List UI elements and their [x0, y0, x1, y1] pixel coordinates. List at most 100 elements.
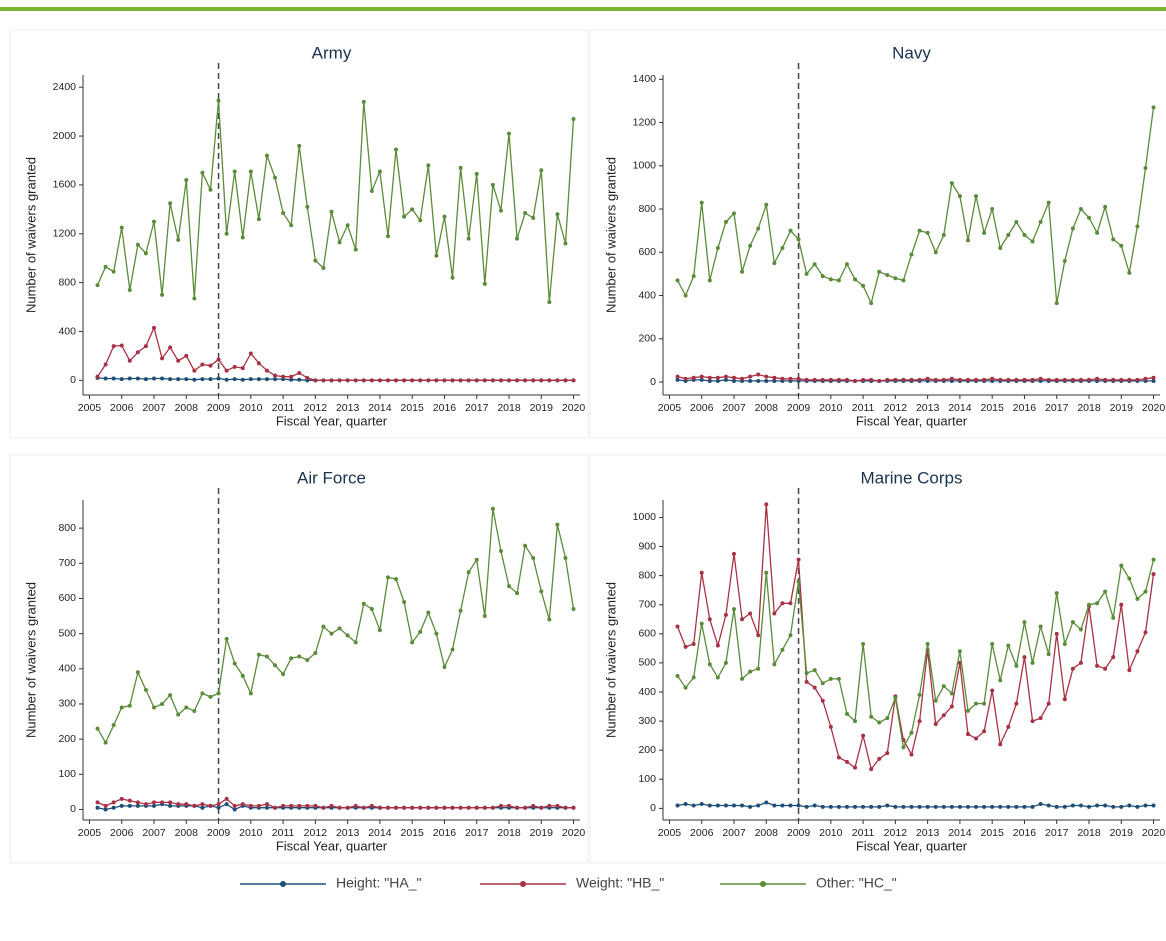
- data-point: [820, 274, 825, 279]
- data-point: [434, 378, 439, 383]
- data-point: [1119, 563, 1124, 568]
- data-point: [143, 687, 148, 692]
- data-point: [683, 376, 688, 381]
- data-point: [740, 376, 745, 381]
- data-point: [715, 378, 720, 383]
- data-point: [1022, 377, 1027, 382]
- data-point: [192, 377, 197, 382]
- data-point: [869, 767, 874, 772]
- data-point: [192, 296, 197, 301]
- data-point: [135, 376, 140, 381]
- data-point: [1135, 596, 1140, 601]
- data-point: [402, 805, 407, 810]
- data-point: [1103, 666, 1108, 671]
- x-tick-label: 2018: [497, 402, 521, 414]
- data-point: [982, 729, 987, 734]
- data-point: [925, 230, 930, 235]
- data-point: [289, 223, 294, 228]
- data-point: [1119, 243, 1124, 248]
- data-point: [804, 679, 809, 684]
- data-point: [901, 804, 906, 809]
- data-point: [764, 502, 769, 507]
- data-point: [297, 803, 302, 808]
- data-point: [909, 730, 914, 735]
- data-point: [208, 694, 213, 699]
- data-point: [95, 800, 100, 805]
- data-point: [119, 377, 124, 382]
- data-point: [523, 543, 528, 548]
- y-tick-label: 800: [638, 569, 656, 581]
- data-point: [442, 214, 447, 219]
- data-point: [176, 712, 181, 717]
- data-point: [450, 378, 455, 383]
- data-point: [385, 805, 390, 810]
- data-point: [941, 684, 946, 689]
- data-point: [1062, 377, 1067, 382]
- x-tick-label: 2018: [1077, 402, 1101, 414]
- data-point: [853, 804, 858, 809]
- data-point: [119, 796, 124, 801]
- y-tick-label: 700: [638, 599, 656, 611]
- x-tick-label: 2012: [304, 402, 328, 414]
- data-point: [877, 378, 882, 383]
- data-point: [683, 685, 688, 690]
- data-point: [450, 275, 455, 280]
- data-point: [1054, 591, 1059, 596]
- data-point: [256, 217, 261, 222]
- data-point: [1127, 377, 1132, 382]
- data-point: [1030, 239, 1035, 244]
- data-point: [844, 804, 849, 809]
- y-tick-label: 400: [638, 686, 656, 698]
- y-tick-label: 300: [58, 698, 76, 710]
- y-axis-label: Number of waivers granted: [23, 582, 38, 738]
- data-point: [723, 803, 728, 808]
- x-tick-label: 2009: [787, 402, 811, 414]
- data-point: [95, 374, 100, 379]
- data-point: [1054, 631, 1059, 636]
- data-point: [780, 601, 785, 606]
- data-point: [949, 691, 954, 696]
- data-point: [184, 705, 189, 710]
- data-point: [563, 378, 568, 383]
- data-point: [1030, 377, 1035, 382]
- data-point: [127, 358, 132, 363]
- data-point: [426, 378, 431, 383]
- data-point: [820, 698, 825, 703]
- data-point: [313, 378, 318, 383]
- data-point: [804, 271, 809, 276]
- data-point: [539, 168, 544, 173]
- data-point: [740, 617, 745, 622]
- data-point: [796, 579, 801, 584]
- data-point: [788, 228, 793, 233]
- data-point: [232, 169, 237, 174]
- data-point: [990, 376, 995, 381]
- data-point: [804, 804, 809, 809]
- data-point: [152, 705, 156, 710]
- data-point: [103, 376, 108, 381]
- y-tick-label: 400: [58, 325, 76, 337]
- data-point: [740, 676, 745, 681]
- data-point: [1046, 377, 1051, 382]
- data-point: [192, 708, 197, 713]
- data-point: [828, 676, 833, 681]
- x-tick-label: 2012: [884, 402, 908, 414]
- data-point: [861, 642, 866, 646]
- data-point: [748, 243, 753, 248]
- data-point: [764, 378, 769, 383]
- x-tick-label: 2009: [207, 402, 231, 414]
- data-point: [748, 374, 753, 379]
- data-point: [1030, 719, 1035, 724]
- data-point: [828, 804, 833, 809]
- data-point: [143, 802, 148, 807]
- data-point: [957, 649, 962, 654]
- data-point: [707, 662, 712, 667]
- x-tick-label: 2009: [207, 827, 231, 839]
- data-point: [466, 378, 471, 383]
- data-point: [764, 374, 769, 379]
- data-point: [1014, 663, 1019, 668]
- data-point: [192, 803, 197, 808]
- data-point: [216, 357, 221, 362]
- data-point: [804, 671, 809, 676]
- data-point: [877, 804, 882, 809]
- data-point: [256, 361, 261, 366]
